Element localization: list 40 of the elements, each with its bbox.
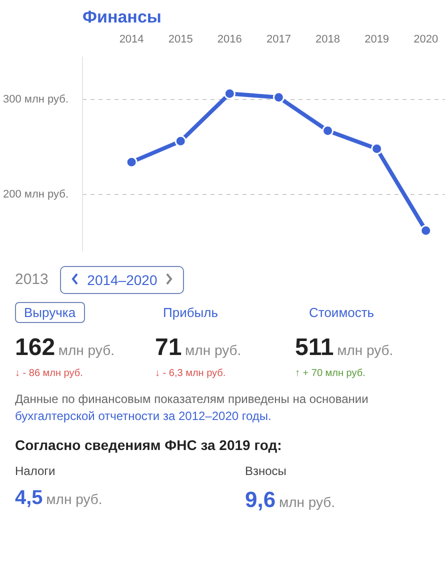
text: 9,6: [245, 487, 276, 512]
y-tick-label: 300 млн руб.: [3, 93, 69, 106]
text: Налоги: [15, 463, 56, 480]
text: ↓ - 6,3 млн руб.: [155, 368, 226, 379]
point: [420, 224, 432, 236]
text: Стоимость: [308, 305, 374, 320]
point: [126, 156, 138, 168]
text: Взносы: [245, 463, 286, 480]
point: [224, 88, 236, 100]
text: млн руб.: [58, 342, 114, 358]
text: 511: [295, 334, 334, 361]
text: Прибыль: [162, 305, 218, 320]
text: Выручка: [15, 302, 85, 323]
point: [371, 143, 383, 155]
x-tick-label: 2020: [414, 34, 438, 46]
text: млн руб.: [185, 342, 242, 358]
text: млн руб.: [337, 342, 394, 358]
text: ↑ + 70 млн руб.: [295, 368, 366, 379]
x-tick-label: 2016: [217, 34, 242, 46]
text: 71: [155, 334, 182, 361]
text: млн руб.: [278, 494, 336, 510]
point: [272, 92, 284, 104]
text: 2013: [15, 270, 48, 290]
text: Согласно сведениям ФНС за 2019 год:: [15, 436, 283, 456]
text: 2014–2020: [60, 266, 184, 294]
point: [322, 124, 334, 136]
x-tick-label: 2014: [119, 34, 144, 46]
text: 4,5: [15, 487, 43, 510]
x-tick-label: 2017: [266, 34, 291, 46]
text: Данные по финансовым показателям приведены на основании: [15, 392, 368, 406]
chart-title: Финансы: [82, 8, 162, 26]
y-tick-label: 200 млн руб.: [3, 188, 69, 200]
text: млн руб.: [46, 491, 102, 508]
x-tick-label: 2015: [168, 34, 193, 46]
point: [174, 135, 186, 147]
text: ↓ - 86 млн руб.: [15, 368, 83, 379]
text: бухгалтерской отчетности за 2012–2020 годы.: [15, 409, 272, 424]
text: 162: [15, 334, 56, 361]
x-tick-label: 2018: [316, 34, 340, 46]
x-tick-label: 2019: [364, 34, 390, 46]
